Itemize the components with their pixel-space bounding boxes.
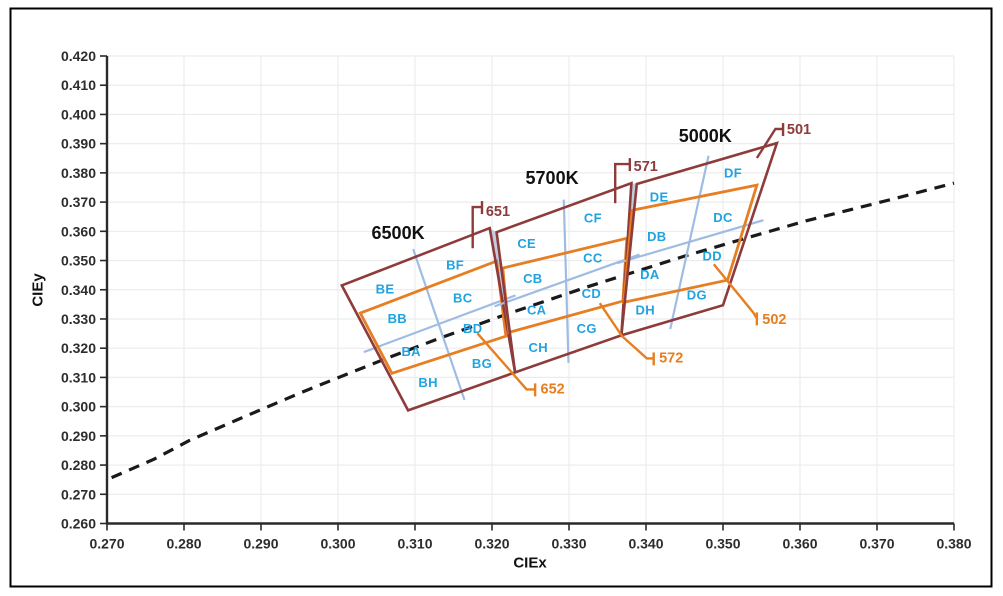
sub-bin-label-DA: DA bbox=[640, 267, 660, 282]
inner-bin-quad-652 bbox=[358, 259, 508, 375]
x-tick-label: 0.290 bbox=[243, 536, 278, 552]
sub-bin-label-DD: DD bbox=[703, 249, 722, 264]
x-tick-label: 0.370 bbox=[859, 536, 894, 552]
y-tick-label: 0.400 bbox=[61, 106, 96, 122]
sub-bin-label-DH: DH bbox=[636, 303, 655, 318]
sub-bin-label-BA: BA bbox=[401, 344, 421, 359]
sub-bin-label-DF: DF bbox=[724, 166, 742, 181]
inner-bin-quad-572 bbox=[501, 236, 629, 335]
x-tick-label: 0.330 bbox=[551, 536, 586, 552]
sub-bin-label-CG: CG bbox=[577, 321, 597, 336]
sub-bin-label-DG: DG bbox=[687, 288, 707, 303]
y-tick-label: 0.410 bbox=[61, 77, 96, 93]
sub-bin-label-CE: CE bbox=[517, 236, 536, 251]
middle-divider-line-5700K bbox=[494, 253, 640, 308]
cct-title-5000K: 5000K bbox=[679, 126, 732, 146]
y-tick-label: 0.350 bbox=[61, 253, 96, 269]
callout-leader-572 bbox=[598, 302, 654, 360]
x-tick-label: 0.350 bbox=[705, 536, 740, 552]
sub-bin-label-BD: BD bbox=[463, 321, 482, 336]
x-tick-label: 0.270 bbox=[89, 536, 124, 552]
y-tick-label: 0.390 bbox=[61, 136, 96, 152]
y-axis-title: CIEy bbox=[29, 273, 47, 307]
y-tick-label: 0.320 bbox=[61, 340, 96, 356]
callout-label-502: 502 bbox=[762, 312, 786, 328]
callout-label-501: 501 bbox=[787, 122, 811, 138]
x-tick-label: 0.360 bbox=[782, 536, 817, 552]
x-tick-label: 0.320 bbox=[474, 536, 509, 552]
callout-label-571: 571 bbox=[634, 159, 658, 175]
callout-leader-651 bbox=[471, 205, 482, 249]
callout-leader-501 bbox=[755, 127, 784, 159]
middle-divider-line-6500K bbox=[363, 294, 516, 354]
callout-leader-571 bbox=[614, 162, 630, 204]
planckian-locus-curve bbox=[110, 181, 955, 480]
outer-bin-quad-501 bbox=[619, 141, 779, 338]
y-tick-label: 0.420 bbox=[61, 48, 96, 64]
x-tick-label: 0.310 bbox=[397, 536, 432, 552]
callout-leader-502 bbox=[712, 263, 758, 320]
y-tick-label: 0.280 bbox=[61, 457, 96, 473]
middle-divider-line-5000K bbox=[617, 219, 764, 265]
cct-title-5700K: 5700K bbox=[526, 168, 579, 188]
callout-label-651: 651 bbox=[486, 204, 510, 220]
y-tick-label: 0.360 bbox=[61, 223, 96, 239]
cct-title-6500K: 6500K bbox=[372, 223, 425, 243]
sub-bin-label-BH: BH bbox=[418, 375, 437, 390]
x-tick-label: 0.340 bbox=[628, 536, 663, 552]
figure-border bbox=[9, 7, 993, 588]
callout-leader-652 bbox=[476, 332, 536, 391]
sub-bin-label-DE: DE bbox=[650, 190, 669, 205]
y-tick-label: 0.340 bbox=[61, 282, 96, 298]
y-tick-label: 0.260 bbox=[61, 516, 96, 532]
callout-label-572: 572 bbox=[659, 350, 683, 366]
sub-bin-label-BC: BC bbox=[453, 291, 473, 306]
sub-bin-label-CC: CC bbox=[583, 251, 603, 266]
sub-bin-label-CF: CF bbox=[584, 211, 602, 226]
x-tick-label: 0.280 bbox=[166, 536, 201, 552]
y-tick-label: 0.370 bbox=[61, 194, 96, 210]
y-tick-label: 0.300 bbox=[61, 399, 96, 415]
x-axis-title: CIEx bbox=[513, 554, 547, 572]
sub-bin-label-CD: CD bbox=[582, 286, 601, 301]
x-tick-label: 0.380 bbox=[936, 536, 971, 552]
sub-bin-label-BE: BE bbox=[376, 282, 395, 297]
x-tick-label: 0.300 bbox=[320, 536, 355, 552]
sub-bin-label-BF: BF bbox=[446, 258, 464, 273]
y-tick-label: 0.310 bbox=[61, 369, 96, 385]
y-tick-label: 0.270 bbox=[61, 486, 96, 502]
y-tick-label: 0.290 bbox=[61, 428, 96, 444]
sub-bin-label-DC: DC bbox=[713, 210, 733, 225]
sub-bin-label-BG: BG bbox=[472, 356, 492, 371]
sub-bin-label-DB: DB bbox=[647, 229, 666, 244]
y-tick-label: 0.330 bbox=[61, 311, 96, 327]
sub-bin-label-CH: CH bbox=[529, 340, 548, 355]
sub-bin-label-CA: CA bbox=[527, 303, 547, 318]
y-tick-label: 0.380 bbox=[61, 165, 96, 181]
sub-bin-label-BB: BB bbox=[388, 311, 407, 326]
sub-bin-label-CB: CB bbox=[523, 271, 542, 286]
callout-label-652: 652 bbox=[541, 381, 565, 397]
